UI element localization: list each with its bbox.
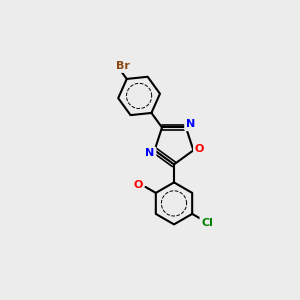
Text: O: O <box>195 144 204 154</box>
Text: Cl: Cl <box>201 218 213 228</box>
Text: N: N <box>146 148 155 158</box>
Text: N: N <box>186 119 195 130</box>
Text: Br: Br <box>116 61 130 71</box>
Text: O: O <box>133 180 142 190</box>
